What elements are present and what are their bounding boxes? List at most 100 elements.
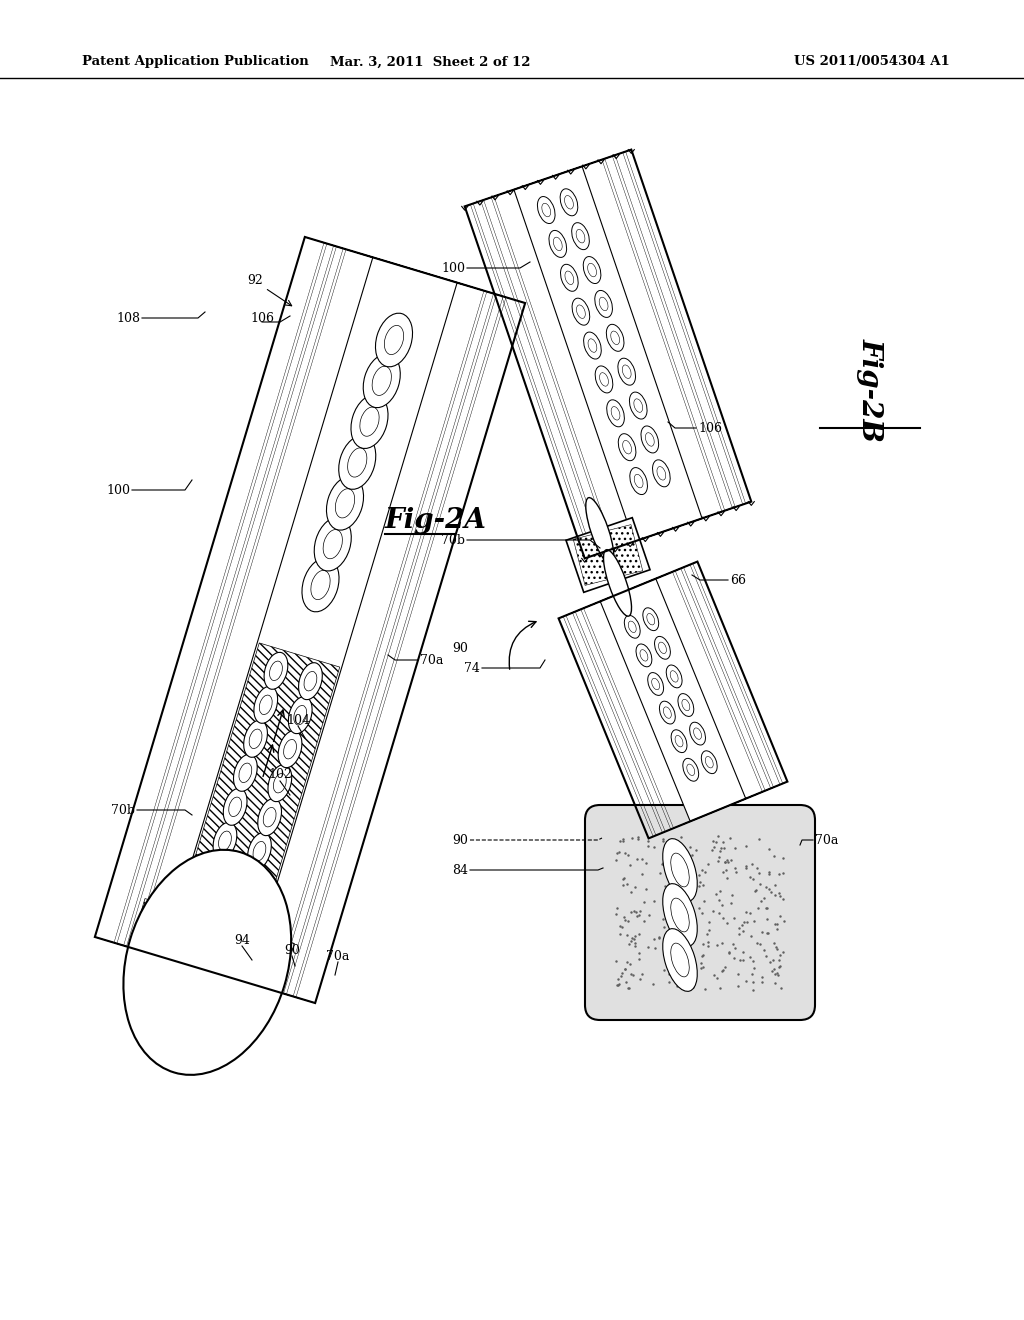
Polygon shape bbox=[578, 569, 679, 611]
Polygon shape bbox=[585, 572, 672, 607]
Polygon shape bbox=[362, 255, 468, 286]
Ellipse shape bbox=[233, 754, 257, 791]
Polygon shape bbox=[593, 576, 664, 605]
FancyBboxPatch shape bbox=[585, 805, 815, 1020]
Polygon shape bbox=[566, 517, 650, 593]
Ellipse shape bbox=[213, 822, 237, 859]
Polygon shape bbox=[625, 515, 712, 545]
Polygon shape bbox=[465, 149, 752, 558]
Ellipse shape bbox=[571, 223, 590, 249]
Polygon shape bbox=[153, 954, 258, 986]
FancyArrowPatch shape bbox=[263, 744, 273, 776]
Polygon shape bbox=[465, 149, 631, 206]
Polygon shape bbox=[110, 941, 301, 999]
Ellipse shape bbox=[223, 788, 247, 825]
Ellipse shape bbox=[572, 298, 590, 325]
Polygon shape bbox=[95, 937, 315, 1003]
Ellipse shape bbox=[683, 759, 698, 781]
Text: 106: 106 bbox=[250, 312, 274, 325]
Polygon shape bbox=[606, 510, 729, 550]
Ellipse shape bbox=[643, 607, 658, 631]
Ellipse shape bbox=[630, 467, 647, 495]
Text: 104: 104 bbox=[286, 714, 310, 726]
Text: 94: 94 bbox=[234, 933, 250, 946]
Polygon shape bbox=[95, 238, 525, 1003]
Text: 90: 90 bbox=[284, 944, 300, 957]
Text: Mar. 3, 2011  Sheet 2 of 12: Mar. 3, 2011 Sheet 2 of 12 bbox=[330, 55, 530, 69]
Ellipse shape bbox=[663, 838, 697, 902]
Ellipse shape bbox=[376, 313, 413, 367]
Polygon shape bbox=[319, 242, 511, 298]
Ellipse shape bbox=[339, 436, 376, 490]
Ellipse shape bbox=[663, 883, 697, 946]
Polygon shape bbox=[175, 643, 340, 946]
Polygon shape bbox=[683, 796, 754, 825]
Polygon shape bbox=[648, 781, 787, 838]
Polygon shape bbox=[141, 950, 268, 989]
FancyArrowPatch shape bbox=[273, 710, 285, 742]
Polygon shape bbox=[505, 164, 592, 193]
Polygon shape bbox=[486, 157, 609, 199]
Ellipse shape bbox=[584, 333, 601, 359]
Text: 70b: 70b bbox=[111, 804, 135, 817]
Polygon shape bbox=[657, 785, 778, 834]
Polygon shape bbox=[121, 945, 290, 995]
Polygon shape bbox=[615, 512, 721, 548]
Text: US 2011/0054304 A1: US 2011/0054304 A1 bbox=[795, 55, 950, 69]
Ellipse shape bbox=[258, 799, 282, 836]
Ellipse shape bbox=[652, 459, 670, 487]
Ellipse shape bbox=[617, 358, 636, 385]
Ellipse shape bbox=[678, 693, 694, 717]
Ellipse shape bbox=[299, 663, 323, 700]
Ellipse shape bbox=[606, 325, 624, 351]
Ellipse shape bbox=[538, 197, 555, 223]
Polygon shape bbox=[558, 561, 787, 838]
Ellipse shape bbox=[302, 558, 339, 611]
Ellipse shape bbox=[351, 395, 388, 449]
Polygon shape bbox=[568, 565, 688, 615]
Ellipse shape bbox=[618, 434, 636, 461]
Ellipse shape bbox=[595, 290, 612, 317]
Text: 70b: 70b bbox=[441, 533, 465, 546]
Ellipse shape bbox=[279, 731, 302, 768]
Polygon shape bbox=[130, 899, 295, 993]
Ellipse shape bbox=[314, 517, 351, 572]
Text: Fig-2B: Fig-2B bbox=[856, 338, 884, 442]
Ellipse shape bbox=[289, 697, 312, 734]
Ellipse shape bbox=[671, 730, 687, 752]
Text: 70a: 70a bbox=[815, 833, 839, 846]
Ellipse shape bbox=[701, 751, 717, 774]
Ellipse shape bbox=[663, 929, 697, 991]
Polygon shape bbox=[130, 948, 280, 993]
Polygon shape bbox=[163, 257, 457, 982]
Text: 108: 108 bbox=[116, 312, 140, 325]
Ellipse shape bbox=[244, 721, 267, 758]
Text: 70a: 70a bbox=[327, 949, 349, 962]
Polygon shape bbox=[514, 166, 702, 541]
Text: Fig-2A: Fig-2A bbox=[385, 507, 486, 533]
Ellipse shape bbox=[364, 354, 400, 408]
Ellipse shape bbox=[654, 636, 671, 659]
Ellipse shape bbox=[641, 426, 658, 453]
Ellipse shape bbox=[327, 477, 364, 531]
Ellipse shape bbox=[603, 549, 632, 616]
Text: 100: 100 bbox=[441, 261, 465, 275]
Ellipse shape bbox=[264, 652, 288, 689]
Polygon shape bbox=[675, 792, 762, 828]
Ellipse shape bbox=[607, 400, 625, 426]
Text: 84: 84 bbox=[452, 863, 468, 876]
Polygon shape bbox=[643, 810, 793, 840]
Text: 70a: 70a bbox=[420, 653, 443, 667]
Text: 90: 90 bbox=[453, 642, 468, 655]
Ellipse shape bbox=[254, 686, 278, 723]
Ellipse shape bbox=[193, 891, 216, 927]
Ellipse shape bbox=[124, 850, 291, 1074]
Polygon shape bbox=[305, 238, 525, 304]
Ellipse shape bbox=[268, 764, 292, 801]
Polygon shape bbox=[495, 160, 601, 197]
Ellipse shape bbox=[636, 644, 652, 667]
Ellipse shape bbox=[227, 900, 251, 937]
Ellipse shape bbox=[630, 392, 647, 418]
Ellipse shape bbox=[584, 256, 601, 284]
Ellipse shape bbox=[549, 231, 566, 257]
